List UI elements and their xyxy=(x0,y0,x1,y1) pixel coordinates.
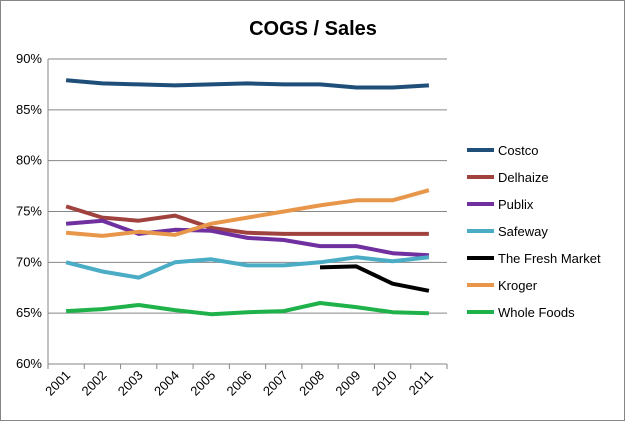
legend-label: Whole Foods xyxy=(498,305,575,320)
x-tick-label: 2001 xyxy=(42,368,73,399)
y-tick-label: 75% xyxy=(16,204,42,219)
axis-layer: 60%65%70%75%80%85%90%2001 2002 2003 2004 200… xyxy=(16,51,448,399)
y-tick-label: 90% xyxy=(16,51,42,66)
series-line-the-fresh-market xyxy=(319,264,430,293)
y-tick-label: 85% xyxy=(16,102,42,117)
chart-title: COGS / Sales xyxy=(249,18,377,40)
legend-label: Costco xyxy=(498,143,538,158)
x-tick-label: 2006 xyxy=(224,368,255,399)
x-tick-label: 2005 xyxy=(187,368,218,399)
series-line-publix xyxy=(65,218,430,258)
series-line-safeway xyxy=(65,255,430,280)
y-tick-label: 80% xyxy=(16,153,42,168)
x-tick-label: 2004 xyxy=(151,368,182,399)
legend-label: The Fresh Market xyxy=(498,251,601,266)
grid-layer xyxy=(48,58,447,365)
series-line-kroger xyxy=(65,188,430,238)
legend: Costco Delhaize Publix Safeway The Fresh Mar… xyxy=(467,143,601,320)
x-tick-label: 2011 xyxy=(406,368,436,398)
legend-label: Kroger xyxy=(498,278,538,293)
series-line-whole-foods xyxy=(65,301,429,317)
y-tick-label: 70% xyxy=(16,254,42,269)
y-tick-label: 65% xyxy=(16,305,42,320)
legend-label: Publix xyxy=(498,197,534,212)
x-tick-label: 2009 xyxy=(332,368,363,399)
series-layer xyxy=(65,78,430,317)
y-tick-label: 60% xyxy=(16,356,42,371)
series-line-costco xyxy=(65,78,430,90)
x-tick-label: 2003 xyxy=(115,368,146,399)
legend-label: Delhaize xyxy=(498,170,549,185)
x-tick-label: 2010 xyxy=(369,368,400,399)
x-tick-label: 2007 xyxy=(260,368,291,399)
x-tick-label: 2002 xyxy=(78,368,109,399)
x-tick-label: 2008 xyxy=(296,368,327,399)
series-line-delhaize xyxy=(65,204,429,236)
legend-label: Safeway xyxy=(498,224,548,239)
